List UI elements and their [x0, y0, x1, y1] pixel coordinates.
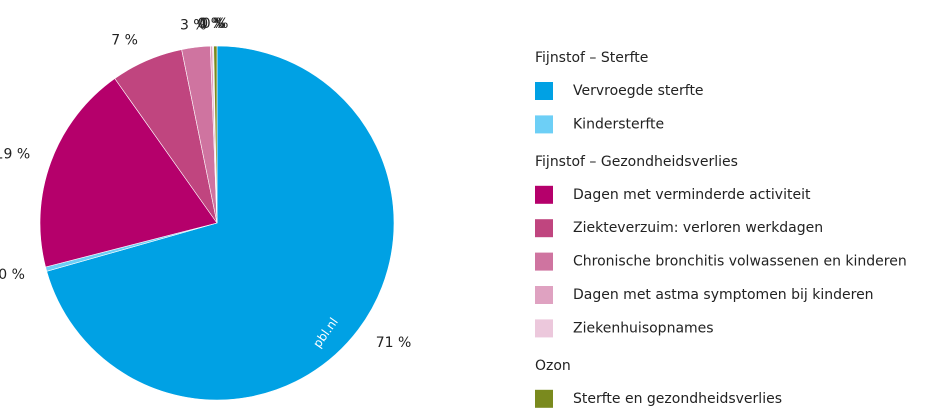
- legend-swatch: [535, 319, 553, 338]
- legend-label: Chronische bronchitis volwassenen en kin…: [573, 254, 907, 270]
- pie-slice: [39, 78, 218, 268]
- legend-swatch: [535, 219, 553, 238]
- legend-label: Vervroegde sterfte: [573, 83, 704, 99]
- data-label: 7 %: [111, 32, 138, 48]
- legend-group-title: Fijnstof – Sterfte: [535, 50, 648, 66]
- data-label: 0 %: [199, 16, 226, 32]
- legend-swatch: [535, 82, 553, 100]
- data-label: 19 %: [0, 146, 30, 162]
- legend-swatch: [535, 115, 553, 134]
- pie-slice: [46, 45, 395, 401]
- data-label: 0 %: [202, 16, 229, 32]
- data-label: 0 %: [197, 16, 224, 32]
- legend-swatch: [535, 252, 553, 271]
- legend-swatch: [535, 286, 553, 304]
- legend-swatch: [535, 389, 553, 408]
- pie-slice: [213, 45, 218, 224]
- data-label: 0 %: [0, 267, 25, 283]
- legend-swatch: [535, 185, 553, 204]
- legend-label: Ziekenhuisopnames: [573, 320, 714, 336]
- data-label: 71 %: [376, 335, 412, 351]
- legend-group-title: Fijnstof – Gezondheidsverlies: [535, 154, 738, 170]
- legend-label: Dagen met astma symptomen bij kinderen: [573, 287, 874, 303]
- legend-label: Ziekteverzuim: verloren werkdagen: [573, 220, 823, 236]
- legend-label: Kindersterfte: [573, 116, 664, 132]
- data-label: 3 %: [180, 17, 207, 33]
- legend-label: Sterfte en gezondheidsverlies: [573, 391, 782, 407]
- legend-label: Dagen met verminderde activiteit: [573, 187, 811, 203]
- legend-group-title: Ozon: [535, 358, 571, 374]
